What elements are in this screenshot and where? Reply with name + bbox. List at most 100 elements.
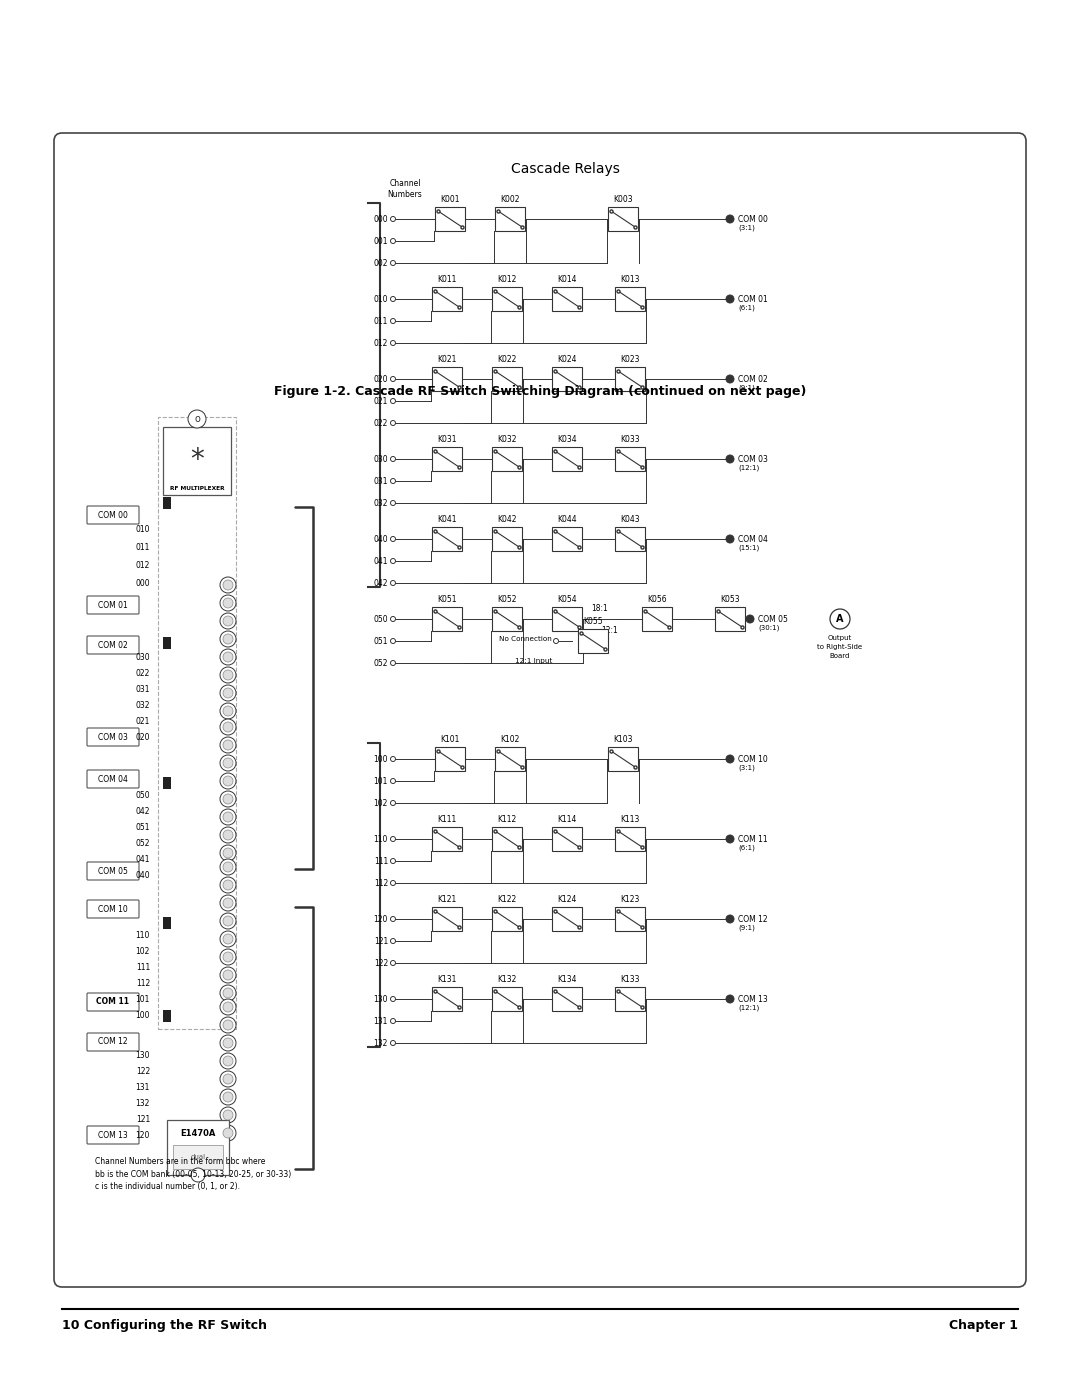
Bar (552, 367, 582, 391)
Text: K023: K023 (620, 355, 639, 365)
Text: K112: K112 (498, 814, 516, 824)
Text: K131: K131 (437, 975, 457, 983)
Circle shape (391, 661, 395, 665)
Text: 120: 120 (374, 915, 388, 923)
Text: (3:1): (3:1) (738, 764, 755, 771)
Bar (492, 907, 522, 930)
Bar (608, 207, 638, 231)
Text: to Right-Side: to Right-Side (818, 644, 863, 650)
Circle shape (220, 595, 237, 610)
Bar (495, 207, 525, 231)
Circle shape (726, 835, 734, 842)
Text: COM 11: COM 11 (96, 997, 130, 1006)
Circle shape (222, 848, 233, 858)
Bar (608, 747, 638, 771)
Text: K056: K056 (647, 595, 666, 604)
Text: (30:1): (30:1) (758, 624, 780, 631)
Circle shape (726, 754, 734, 763)
Text: 020: 020 (135, 732, 150, 742)
Text: (15:1): (15:1) (738, 545, 759, 552)
Text: (9:1): (9:1) (738, 925, 755, 932)
Circle shape (391, 837, 395, 841)
FancyBboxPatch shape (87, 636, 139, 654)
Text: 011: 011 (374, 317, 388, 326)
Text: COM 03: COM 03 (738, 454, 768, 464)
Text: K014: K014 (557, 275, 577, 284)
Bar (432, 907, 462, 930)
Circle shape (220, 650, 237, 665)
Circle shape (831, 609, 850, 629)
Text: 12:1: 12:1 (602, 626, 619, 636)
Text: K013: K013 (620, 275, 639, 284)
Bar (435, 747, 465, 771)
Text: 132: 132 (136, 1099, 150, 1108)
Circle shape (222, 830, 233, 840)
Text: 031: 031 (135, 685, 150, 693)
Text: K132: K132 (497, 975, 516, 983)
FancyBboxPatch shape (87, 1032, 139, 1051)
Text: 022: 022 (136, 669, 150, 678)
Circle shape (220, 703, 237, 719)
Circle shape (220, 1035, 237, 1051)
Circle shape (220, 1053, 237, 1069)
Text: COM 10: COM 10 (98, 904, 127, 914)
Circle shape (391, 457, 395, 461)
FancyBboxPatch shape (87, 862, 139, 880)
Text: 002: 002 (374, 258, 388, 267)
Circle shape (391, 996, 395, 1002)
Circle shape (220, 1125, 237, 1141)
Circle shape (222, 898, 233, 908)
Text: COM 12: COM 12 (738, 915, 768, 923)
Text: 030: 030 (374, 454, 388, 464)
Circle shape (191, 1168, 205, 1182)
Bar (492, 608, 522, 631)
FancyBboxPatch shape (87, 597, 139, 615)
Circle shape (222, 1127, 233, 1139)
Bar (163, 1010, 171, 1023)
Circle shape (391, 377, 395, 381)
Bar (492, 286, 522, 312)
Text: 131: 131 (374, 1017, 388, 1025)
Circle shape (222, 1092, 233, 1102)
Text: 122: 122 (136, 1067, 150, 1077)
Circle shape (222, 616, 233, 626)
Text: (3:1): (3:1) (738, 225, 755, 232)
Bar (492, 447, 522, 471)
Text: K001: K001 (441, 196, 460, 204)
Circle shape (222, 970, 233, 981)
Text: K031: K031 (437, 434, 457, 444)
Circle shape (220, 999, 237, 1016)
Text: 122: 122 (374, 958, 388, 968)
Text: COM 00: COM 00 (738, 215, 768, 224)
Circle shape (726, 995, 734, 1003)
Text: 110: 110 (374, 834, 388, 844)
Text: COM 13: COM 13 (738, 995, 768, 1003)
Text: 100: 100 (135, 1010, 150, 1020)
Text: 052: 052 (374, 658, 388, 668)
Text: K114: K114 (557, 814, 577, 824)
Circle shape (222, 1002, 233, 1011)
Circle shape (222, 722, 233, 732)
Text: 000: 000 (374, 215, 388, 224)
Text: 042: 042 (135, 807, 150, 816)
Text: K054: K054 (557, 595, 577, 604)
Text: 050: 050 (374, 615, 388, 623)
Circle shape (220, 791, 237, 807)
Text: 022: 022 (374, 419, 388, 427)
Bar (432, 608, 462, 631)
Circle shape (220, 809, 237, 826)
Circle shape (222, 862, 233, 872)
Text: K113: K113 (620, 814, 639, 824)
Text: 012: 012 (374, 338, 388, 348)
Circle shape (188, 409, 206, 427)
Circle shape (391, 581, 395, 585)
Text: Channel
Numbers: Channel Numbers (388, 179, 422, 200)
Circle shape (222, 652, 233, 662)
Text: K024: K024 (557, 355, 577, 365)
Bar (432, 827, 462, 851)
Text: (9:1): (9:1) (738, 384, 755, 391)
Circle shape (220, 719, 237, 735)
Bar (173, 1146, 222, 1169)
Text: K133: K133 (620, 975, 639, 983)
Text: 111: 111 (136, 963, 150, 971)
